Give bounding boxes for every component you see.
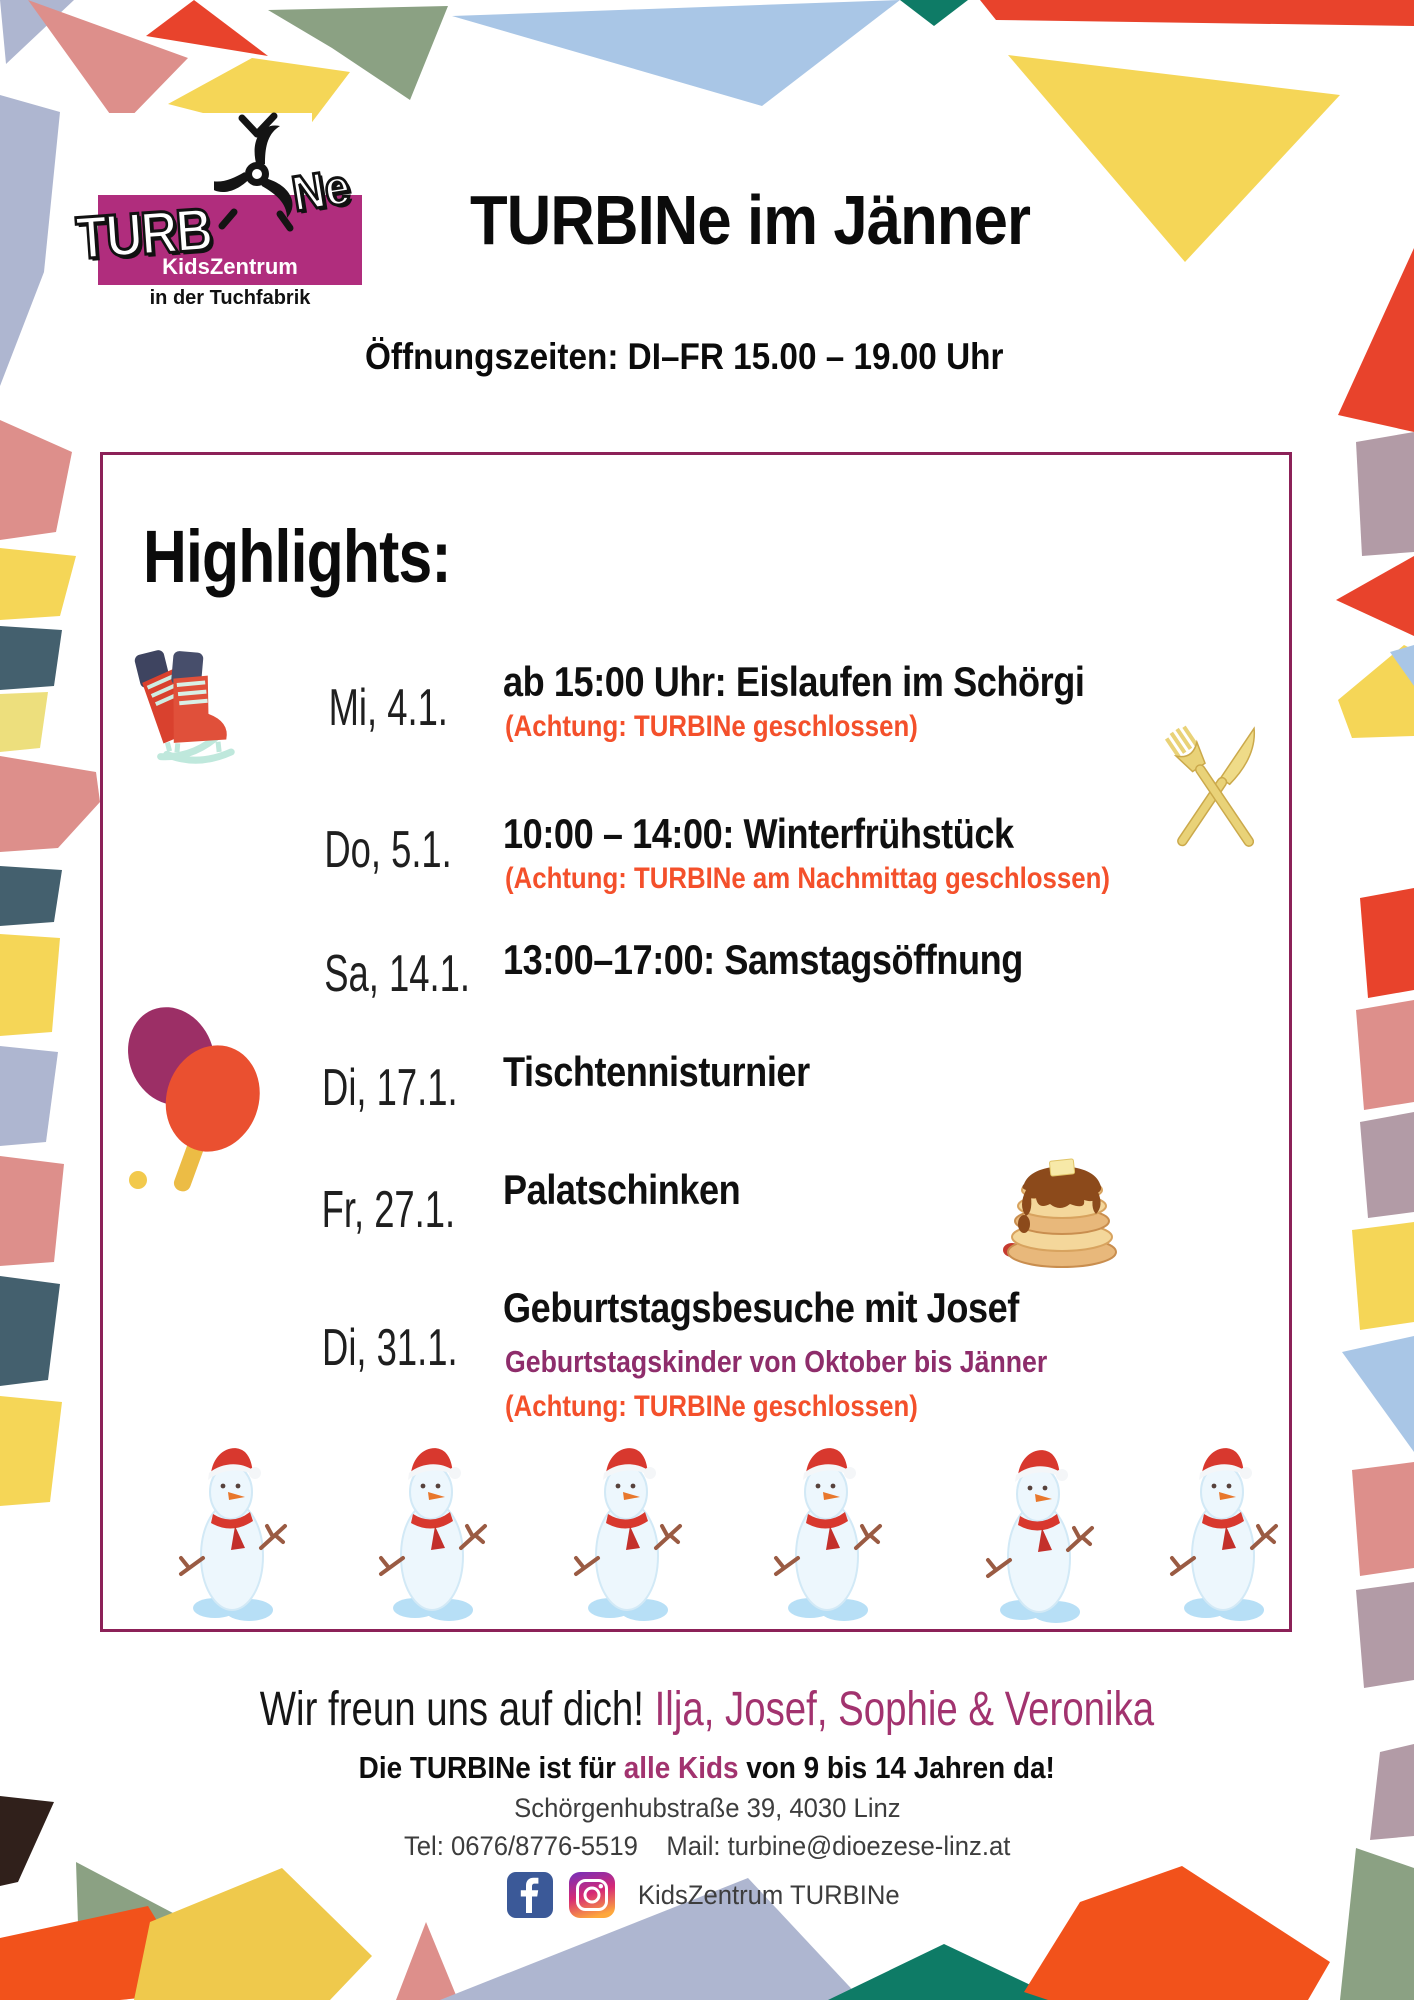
event-date: Di, 17.1.: [322, 1059, 458, 1117]
snowman-icon: [574, 1446, 682, 1623]
social-handle-label: KidsZentrum TURBINe: [638, 1879, 900, 1910]
logo-graffiti-end-text: Ne: [287, 157, 355, 224]
mosaic-top: [0, 0, 1414, 262]
info-pre: Die TURBINe ist für: [358, 1750, 625, 1785]
event-title: ab 15:00 Uhr: Eislaufen im Schörgi: [503, 658, 1085, 705]
contact-line: Tel: 0676/8776-5519 Mail: turbine@dioeze…: [0, 1831, 1414, 1862]
event-date: Do, 5.1.: [324, 821, 452, 879]
info-post: von 9 bis 14 Jahren da!: [738, 1750, 1056, 1785]
logo-kidszentrum-label: KidsZentrum: [162, 254, 298, 279]
instagram-icon: [569, 1872, 616, 1918]
greeting-line: Wir freun uns auf dich! Ilja, Josef, Sop…: [0, 1682, 1414, 1737]
event-note: (Achtung: TURBINe am Nachmittag geschlos…: [505, 862, 1110, 895]
highlights-heading: Highlights:: [143, 515, 452, 598]
snowman-icon: [379, 1446, 487, 1623]
address-line: Schörgenhubstraße 39, 4030 Linz: [513, 1793, 901, 1823]
team-names: Ilja, Josef, Sophie & Veronika: [654, 1683, 1155, 1736]
event-subtitle: Geburtstagskinder von Oktober bis Jänner: [505, 1344, 1048, 1379]
page-title: TURBINe im Jänner: [470, 181, 1031, 259]
logo-tuchfabrik-label: in der Tuchfabrik: [149, 287, 311, 309]
snowman-icon: [986, 1448, 1094, 1625]
opening-hours: Öffnungszeiten: DI–FR 15.00 – 19.00 Uhr: [365, 336, 1004, 377]
event-title: Tischtennisturnier: [503, 1048, 810, 1095]
ice-skates-icon: [134, 650, 235, 764]
snowman-icon: [774, 1446, 882, 1623]
snowmen-row-decoration: [179, 1446, 1278, 1625]
info-highlight: alle Kids: [624, 1750, 739, 1785]
event-note: (Achtung: TURBINe geschlossen): [505, 710, 918, 743]
fork-knife-icon: [1164, 725, 1256, 847]
snowman-icon: [1170, 1446, 1278, 1623]
facebook-icon: [507, 1872, 554, 1918]
event-date: Mi, 4.1.: [328, 679, 448, 737]
social-row: KidsZentrum TURBINe: [0, 1872, 1414, 1918]
event-title: Geburtstagsbesuche mit Josef: [503, 1284, 1019, 1331]
greeting-text: Wir freun uns auf dich!: [259, 1683, 655, 1736]
event-title: 13:00–17:00: Samstagsöffnung: [503, 936, 1023, 983]
turbine-logo: [98, 195, 362, 285]
event-date: Sa, 14.1.: [324, 945, 470, 1003]
highlights-box: [100, 452, 1292, 1632]
spinning-kid-pinwheel-icon: [214, 112, 294, 232]
event-date: Fr, 27.1.: [321, 1181, 456, 1239]
mosaic-bottom: [0, 1744, 1414, 2000]
event-date: Di, 31.1.: [322, 1319, 458, 1377]
event-title: 10:00 – 14:00: Winterfrühstück: [503, 810, 1014, 857]
mosaic-right: [1336, 248, 1414, 1688]
event-note: (Achtung: TURBINe geschlossen): [505, 1390, 918, 1423]
phone-number: Tel: 0676/8776-5519: [403, 1831, 638, 1861]
email-address: Mail: turbine@dioezese-linz.at: [666, 1831, 1011, 1861]
table-tennis-paddles-icon: [128, 1007, 260, 1192]
pancakes-icon: [1003, 1158, 1117, 1268]
mosaic-left: [0, 95, 100, 1506]
snowman-icon: [179, 1446, 287, 1623]
event-title: Palatschinken: [503, 1166, 741, 1213]
age-info-line: Die TURBINe ist für alle Kids von 9 bis …: [0, 1750, 1414, 1786]
